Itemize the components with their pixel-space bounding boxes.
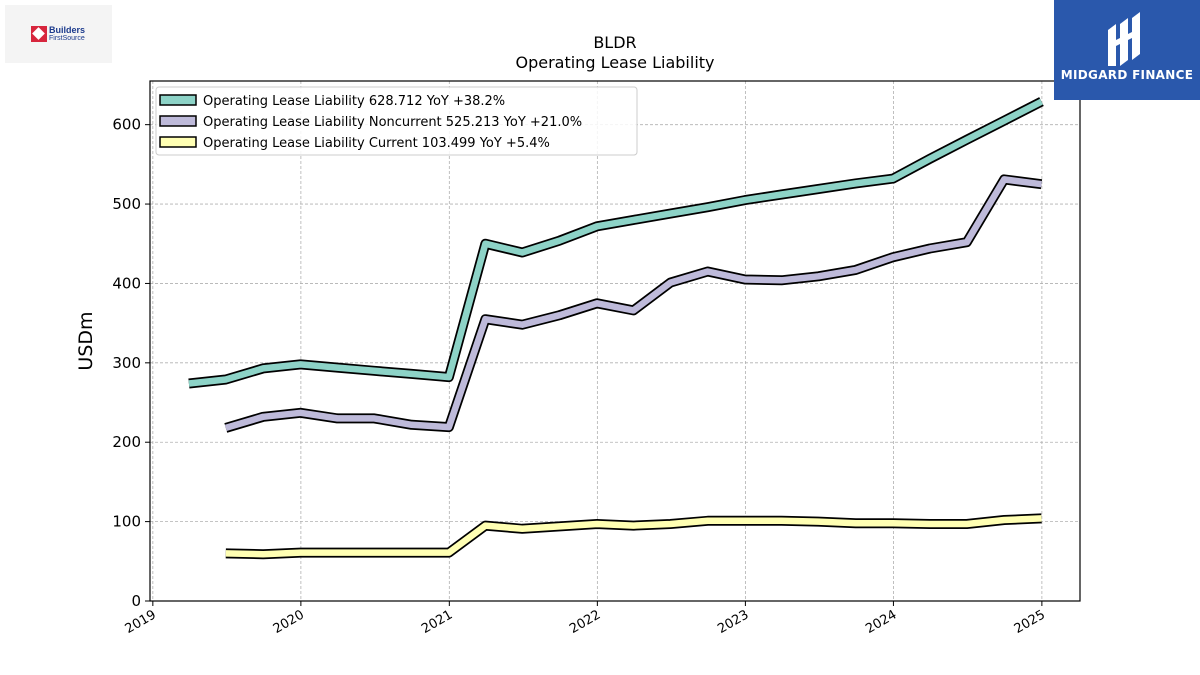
- y-tick-label: 300: [112, 354, 141, 372]
- y-tick-label: 600: [112, 116, 141, 134]
- brand-mark-icon: [1108, 12, 1140, 66]
- brand-logo: MIDGARD FINANCE: [1054, 0, 1200, 100]
- y-tick-label: 500: [112, 195, 141, 213]
- y-axis: 0 100 200 300 400 500 600: [112, 116, 150, 610]
- y-tick-label: 100: [112, 513, 141, 531]
- y-tick-label: 0: [131, 592, 141, 610]
- legend-label-1: Operating Lease Liability Noncurrent 525…: [203, 115, 582, 130]
- series-line-0: [188, 98, 1043, 387]
- series-group: [188, 97, 1044, 560]
- series-line-1: [224, 176, 1042, 432]
- legend-label-0: Operating Lease Liability 628.712 YoY +3…: [203, 94, 505, 109]
- logo-mark-icon: [31, 26, 47, 42]
- logo-text-secondary: FirstSource: [49, 35, 85, 42]
- x-tick-label: 2023: [715, 607, 751, 637]
- plot-frame: [149, 80, 1081, 602]
- brand-name: MIDGARD FINANCE: [1060, 68, 1194, 82]
- legend-frame: [155, 86, 638, 156]
- x-tick-label: 2025: [1012, 607, 1048, 637]
- legend-swatch-1: [159, 115, 197, 127]
- legend-label-2: Operating Lease Liability Current 103.49…: [203, 136, 550, 151]
- company-logo: Builders FirstSource: [5, 5, 112, 63]
- x-tick-label: 2021: [419, 607, 455, 637]
- chart-subtitle: Operating Lease Liability: [515, 53, 714, 72]
- chart-title: BLDR: [593, 33, 636, 52]
- x-tick-label: 2024: [863, 607, 899, 637]
- y-axis-label: USDm: [75, 311, 97, 370]
- series-line-2: [225, 515, 1042, 558]
- x-tick-label: 2022: [567, 607, 603, 637]
- y-tick-label: 400: [112, 274, 141, 292]
- legend-swatch-2: [159, 136, 197, 148]
- legend: Operating Lease Liability 628.712 YoY +3…: [155, 86, 638, 156]
- x-tick-label: 2019: [123, 607, 159, 637]
- y-tick-label: 200: [112, 433, 141, 451]
- legend-swatch-0: [159, 94, 197, 106]
- logo-text-primary: Builders: [49, 25, 86, 35]
- x-tick-label: 2020: [271, 607, 307, 637]
- x-axis: 2019 2020 2021 2022 2023 2024 2025: [123, 601, 1048, 637]
